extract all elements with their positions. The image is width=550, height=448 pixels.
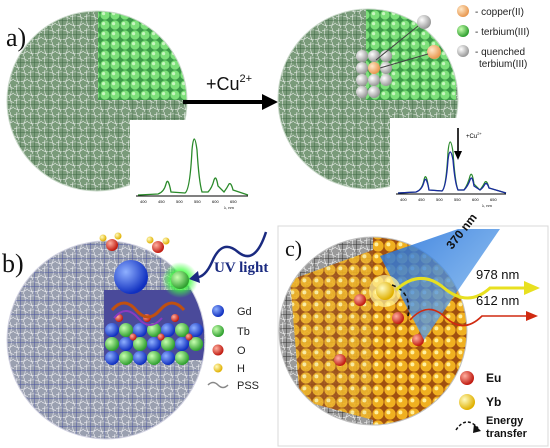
spectrum-right-tick-2: 500 (436, 197, 443, 202)
spectrum-right: +Cu2+ 400 450 500 550 600 650 λ, nm (390, 118, 510, 210)
legend-a-copper: - copper(II) (475, 7, 524, 18)
spectrum-right-tick-4: 600 (472, 197, 479, 202)
panel-a-label: a) (6, 23, 26, 52)
spectrum-left-tick-0: 400 (140, 199, 147, 204)
legend-b: Gd Tb O H PSS (207, 305, 259, 392)
legend-c-energy-2: transfer (486, 428, 528, 440)
legend-c-energy-arc (455, 421, 479, 431)
panel-c-frame (277, 225, 549, 447)
legend-c-yb: Yb (486, 395, 501, 409)
spectrum-right-curve-blue (397, 151, 507, 194)
legend-b-tb: Tb (237, 326, 250, 338)
panel-c-label: c) (285, 236, 302, 261)
spectrum-left-unit: λ, nm (224, 205, 234, 210)
legend-b-pss: PSS (237, 380, 259, 392)
spectrum-right-unit: λ, nm (482, 203, 492, 208)
water-molecule-1 (99, 232, 122, 251)
spectrum-right-annotation: +Cu2+ (466, 131, 482, 140)
legend-a-quenched-2: terbium(III) (479, 59, 527, 70)
legend-c-swatch-eu (460, 371, 474, 385)
free-ion-grey (417, 15, 431, 29)
nanoparticle-b (7, 241, 205, 439)
emission-612-label: 612 nm (476, 293, 519, 308)
spectrum-left-tick-1: 450 (158, 199, 165, 204)
legend-a: - copper(II) - terbium(III) - quenched t… (457, 5, 529, 70)
legend-b-swatch-h (213, 363, 223, 373)
legend-a-swatch-terbium (457, 25, 469, 37)
tb-atom (171, 271, 189, 289)
gd-atom (114, 260, 148, 294)
spectrum-left-tick-3: 550 (194, 199, 201, 204)
spectrum-left-tick-5: 650 (230, 199, 237, 204)
panel-b: b) (2, 231, 268, 440)
emission-978: 978 nm (394, 267, 540, 300)
legend-a-quenched: - quenched (475, 47, 525, 58)
spectrum-left-curve (137, 138, 249, 196)
panel-b-label: b) (2, 249, 24, 278)
legend-a-swatch-quenched (457, 45, 469, 57)
legend-c: Eu Yb Energy transfer (455, 371, 528, 440)
legend-b-gd: Gd (237, 306, 252, 318)
uv-label: UV light (214, 260, 268, 276)
legend-b-swatch-gd (212, 305, 224, 317)
legend-b-h: H (237, 363, 245, 375)
legend-b-swatch-o (212, 344, 224, 356)
legend-b-o: O (237, 345, 246, 357)
water-molecule-2 (146, 236, 170, 253)
energy-transfer-arc (391, 284, 410, 317)
spectrum-left: 400 450 500 550 600 650 λ, nm (130, 120, 252, 210)
spectrum-left-tick-2: 500 (176, 199, 183, 204)
legend-c-swatch-yb (459, 394, 475, 410)
panel-a: a) +Cu2+ (6, 5, 529, 210)
spectrum-right-tick-5: 650 (490, 197, 497, 202)
legend-a-swatch-copper (457, 5, 469, 17)
legend-a-terbium: - terbium(III) (475, 27, 529, 38)
free-ion-copper (427, 45, 441, 59)
legend-c-energy-1: Energy (486, 415, 524, 427)
legend-b-swatch-pss (207, 381, 229, 389)
spectrum-right-tick-3: 550 (454, 197, 461, 202)
reaction-label: +Cu2+ (206, 73, 252, 94)
uv-light-arrow: UV light (189, 231, 268, 283)
yb-atom (376, 282, 394, 300)
spectrum-left-tick-4: 600 (212, 199, 219, 204)
lattice-b (105, 301, 203, 365)
emission-978-label: 978 nm (476, 267, 519, 282)
spectrum-right-tick-0: 400 (400, 197, 407, 202)
legend-b-swatch-tb (212, 325, 224, 337)
legend-c-eu: Eu (486, 371, 501, 385)
panel-c: c) 370 nm 978 nm 612 nm (277, 211, 549, 447)
emission-612: 612 nm (409, 293, 538, 327)
spectrum-right-tick-1: 450 (418, 197, 425, 202)
reaction-arrow: +Cu2+ (183, 73, 278, 110)
